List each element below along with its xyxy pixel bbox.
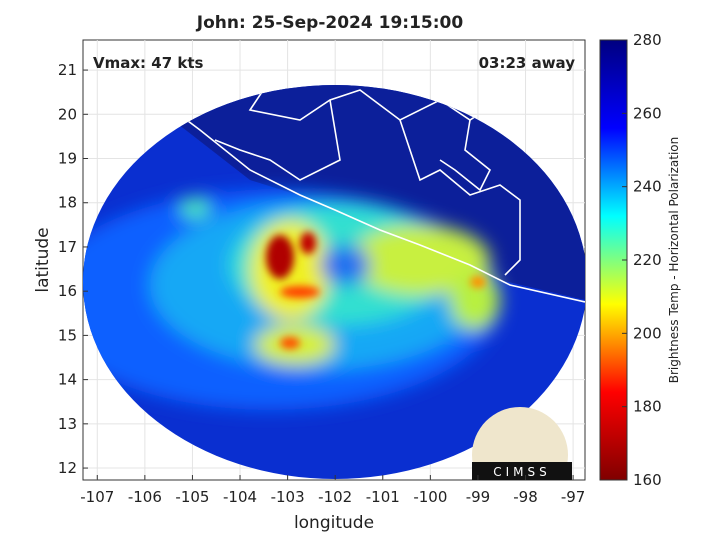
colorbar-tick-label: 160 bbox=[633, 471, 662, 489]
y-tick-label: 12 bbox=[58, 459, 77, 477]
x-tick-label: -103 bbox=[271, 488, 305, 506]
x-tick-label: -102 bbox=[318, 488, 352, 506]
colorbar-tick-label: 220 bbox=[633, 251, 662, 269]
colorbar-tick-label: 260 bbox=[633, 104, 662, 122]
y-tick-label: 17 bbox=[58, 238, 77, 256]
y-tick-label: 20 bbox=[58, 105, 77, 123]
y-tick-label: 19 bbox=[58, 150, 77, 168]
x-tick-label: -101 bbox=[366, 488, 400, 506]
colorbar-tick-label: 280 bbox=[633, 31, 662, 49]
logo-text: CIMSS bbox=[493, 465, 551, 479]
colorbar-tick-label: 200 bbox=[633, 324, 662, 342]
colorbar-tick-label: 240 bbox=[633, 178, 662, 196]
y-tick-label: 15 bbox=[58, 326, 77, 344]
x-tick-label: -97 bbox=[561, 488, 586, 506]
logo: CIMSS bbox=[472, 407, 572, 480]
x-tick-label: -105 bbox=[175, 488, 209, 506]
x-axis-label: longitude bbox=[294, 513, 374, 533]
y-tick-label: 14 bbox=[58, 371, 77, 389]
x-tick-label: -98 bbox=[513, 488, 538, 506]
y-tick-label: 21 bbox=[58, 61, 77, 79]
x-tick-label: -100 bbox=[413, 488, 447, 506]
annotation: Vmax: 47 kts bbox=[93, 54, 203, 72]
y-tick-label: 13 bbox=[58, 415, 77, 433]
annotation: 03:23 away bbox=[479, 54, 576, 72]
colorbar-label: Brightness Temp - Horizontal Polarizatio… bbox=[667, 137, 681, 384]
x-tick-label: -104 bbox=[223, 488, 257, 506]
x-tick-label: -107 bbox=[80, 488, 114, 506]
y-tick-label: 16 bbox=[58, 282, 77, 300]
y-tick-label: 18 bbox=[58, 194, 77, 212]
chart-title: John: 25-Sep-2024 19:15:00 bbox=[196, 13, 464, 33]
swath bbox=[83, 85, 585, 479]
x-tick-label: -99 bbox=[466, 488, 491, 506]
colorbar-tick-label: 180 bbox=[633, 398, 662, 416]
x-tick-label: -106 bbox=[128, 488, 162, 506]
y-axis-label: latitude bbox=[33, 227, 53, 292]
